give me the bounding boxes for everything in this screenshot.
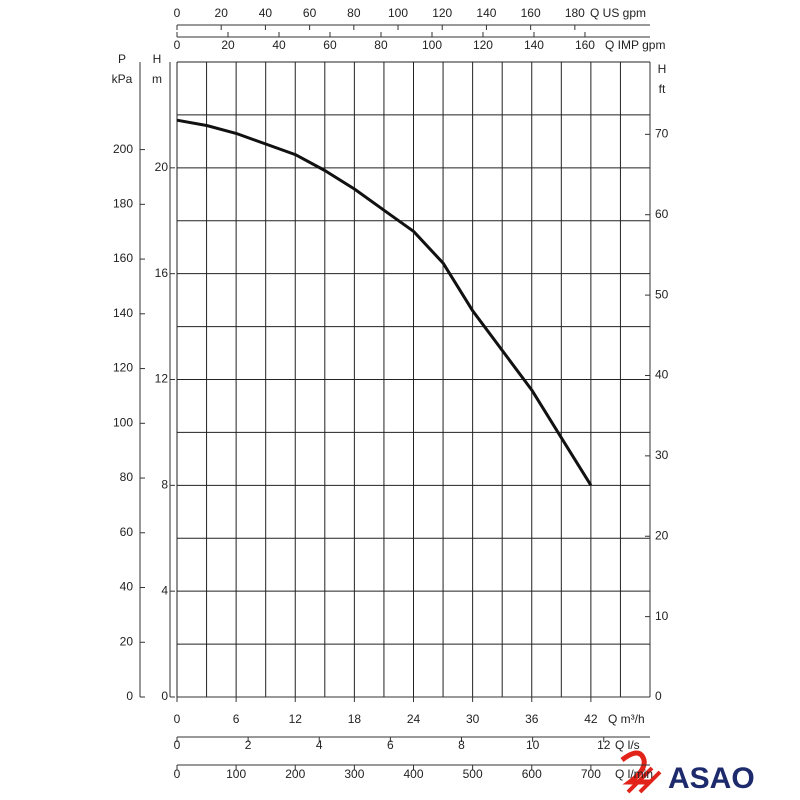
tick-label: 10 [655, 609, 669, 623]
tick-label: 18 [348, 712, 362, 726]
tick-label: 140 [113, 306, 133, 320]
logo-icon [626, 766, 662, 794]
tick-label: 20 [221, 38, 235, 52]
tick-label: 8 [458, 738, 465, 752]
tick-label: 300 [344, 767, 364, 781]
tick-label: 80 [120, 470, 134, 484]
tick-label: 30 [466, 712, 480, 726]
tick-label: 42 [584, 712, 598, 726]
pump-curve [176, 118, 593, 487]
axis-title: Q l/min [615, 767, 653, 781]
tick-label: 60 [120, 525, 134, 539]
tick-label: 16 [155, 266, 169, 280]
tick-label: 6 [387, 738, 394, 752]
tick-label: 20 [155, 160, 169, 174]
tick-label: 200 [113, 142, 133, 156]
tick-label: 10 [526, 738, 540, 752]
tick-label: 12 [289, 712, 303, 726]
axis-title: P [118, 52, 126, 66]
tick-label: 0 [174, 767, 181, 781]
tick-label: 0 [174, 712, 181, 726]
tick-label: 120 [113, 361, 133, 375]
tick-label: 40 [655, 368, 669, 382]
axis-title: H [153, 52, 162, 66]
axis-title: H [658, 62, 667, 76]
tick-label: 60 [323, 38, 337, 52]
tick-label: 0 [655, 689, 662, 703]
tick-label: 4 [161, 583, 168, 597]
axis-title: Q l/s [615, 738, 640, 752]
tick-label: 0 [161, 689, 168, 703]
tick-label: 100 [422, 38, 442, 52]
tick-label: 30 [655, 448, 669, 462]
logo: ASAO [620, 750, 755, 795]
tick-label: 120 [432, 6, 452, 20]
tick-label: 4 [316, 738, 323, 752]
axis-title: m [152, 72, 162, 86]
tick-label: 0 [174, 738, 181, 752]
tick-label: 0 [126, 689, 133, 703]
logo-icon [620, 750, 650, 785]
tick-label: 100 [113, 415, 133, 429]
tick-label: 60 [303, 6, 317, 20]
tick-label: 2 [245, 738, 252, 752]
tick-label: 40 [259, 6, 273, 20]
tick-label: 12 [155, 372, 169, 386]
tick-label: 6 [233, 712, 240, 726]
tick-label: 400 [403, 767, 423, 781]
tick-label: 0 [174, 6, 181, 20]
tick-label: 100 [388, 6, 408, 20]
tick-label: 60 [655, 207, 669, 221]
tick-label: 20 [120, 634, 134, 648]
tick-label: 24 [407, 712, 421, 726]
tick-label: 140 [476, 6, 496, 20]
tick-label: 600 [522, 767, 542, 781]
axis-title: Q US gpm [590, 6, 646, 20]
tick-label: 12 [597, 738, 611, 752]
tick-label: 160 [575, 38, 595, 52]
tick-label: 180 [565, 6, 585, 20]
tick-label: 180 [113, 196, 133, 210]
tick-label: 500 [463, 767, 483, 781]
tick-label: 70 [655, 127, 669, 141]
tick-label: 50 [655, 287, 669, 301]
tick-label: 80 [347, 6, 361, 20]
tick-label: 100 [226, 767, 246, 781]
tick-label: 140 [524, 38, 544, 52]
logo-text: ASAO [668, 762, 755, 795]
tick-label: 20 [655, 528, 669, 542]
tick-label: 120 [473, 38, 493, 52]
tick-label: 0 [174, 38, 181, 52]
tick-label: 200 [285, 767, 305, 781]
axis-title: ft [659, 82, 666, 96]
axis-title: kPa [112, 72, 133, 86]
tick-label: 40 [120, 580, 134, 594]
tick-label: 700 [581, 767, 601, 781]
tick-label: 80 [374, 38, 388, 52]
tick-label: 36 [525, 712, 539, 726]
tick-label: 40 [272, 38, 286, 52]
axis-title: Q m³/h [608, 712, 645, 726]
axis-title: Q IMP gpm [605, 38, 665, 52]
tick-label: 8 [161, 478, 168, 492]
tick-label: 20 [215, 6, 229, 20]
tick-label: 160 [521, 6, 541, 20]
tick-label: 160 [113, 251, 133, 265]
